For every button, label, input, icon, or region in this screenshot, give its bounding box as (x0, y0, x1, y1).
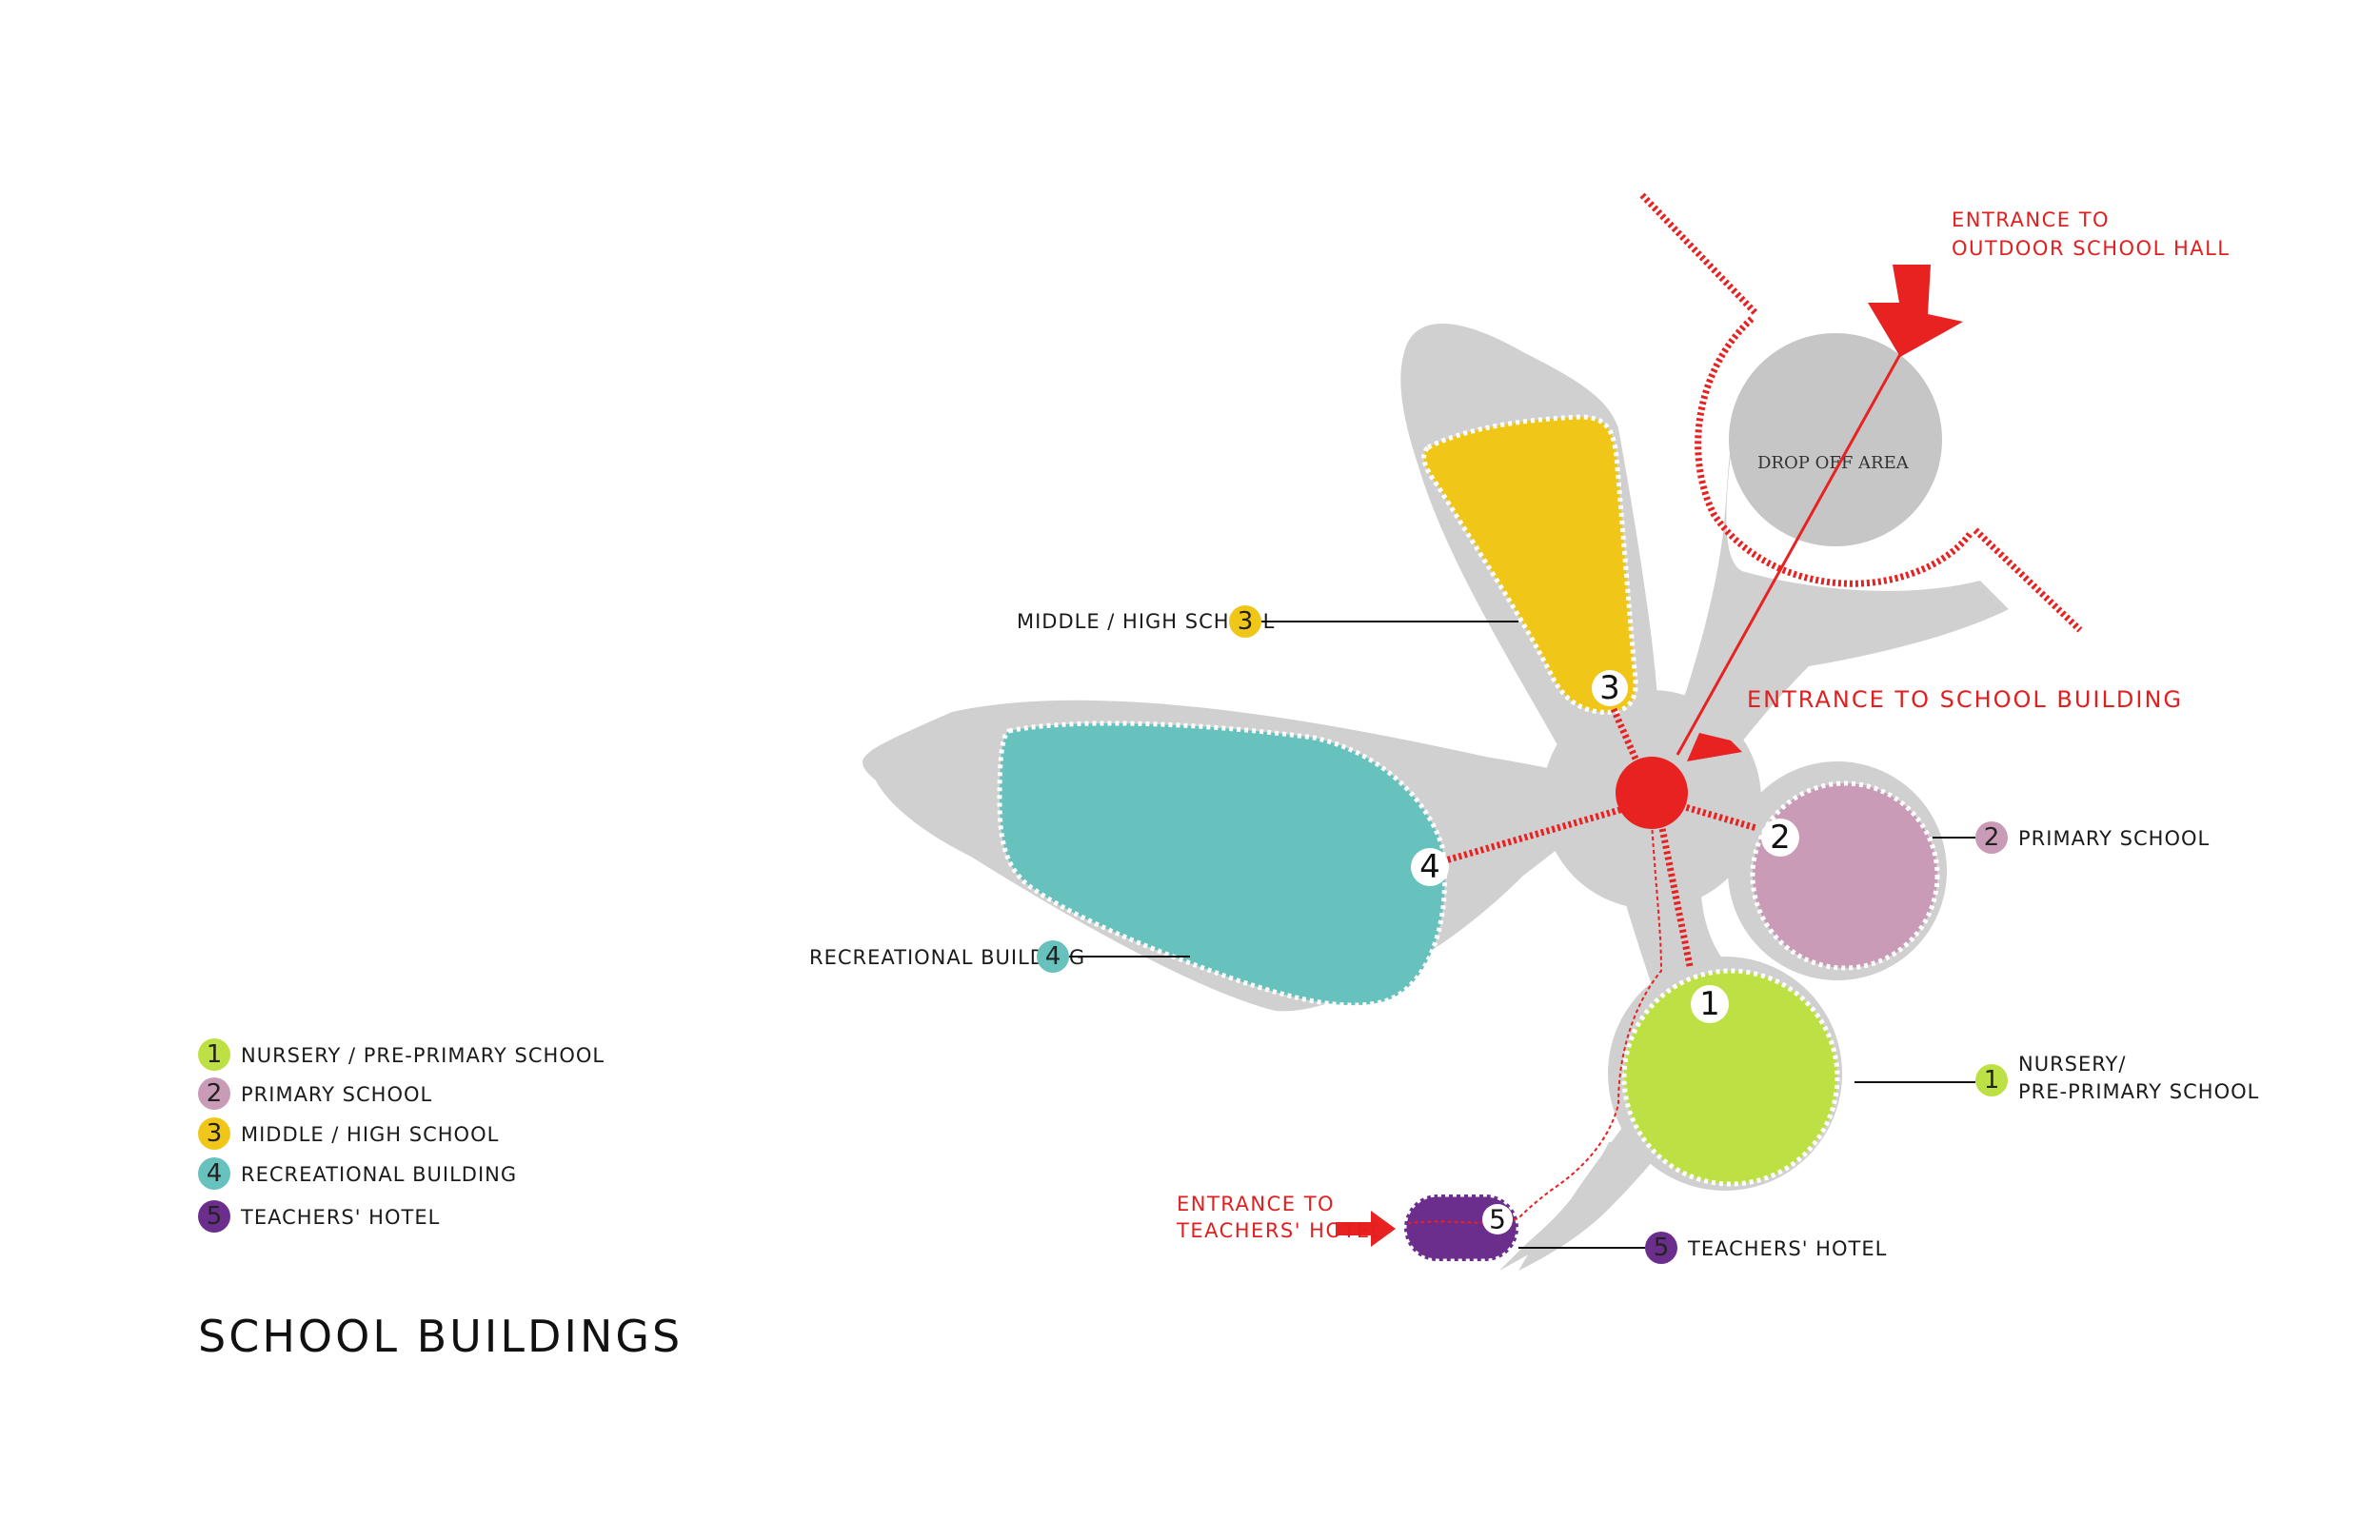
entrance-school-building-label: ENTRANCE TO SCHOOL BUILDING (1747, 686, 2183, 713)
building-number-1-text: 1 (1699, 985, 1720, 1023)
legend-item-nursery: 1 NURSERY / PRE-PRIMARY SCHOOL (198, 1038, 605, 1071)
legend: 1 NURSERY / PRE-PRIMARY SCHOOL 2 PRIMARY… (198, 1038, 605, 1233)
callout-nursery-label-2: PRE-PRIMARY SCHOOL (2018, 1080, 2259, 1103)
callout-recreational-num: 4 (1045, 942, 1061, 971)
drop-off-arc (1695, 316, 1973, 587)
building-number-3: 3 (1592, 669, 1628, 707)
primary-building (1750, 780, 1940, 971)
road-east (1973, 527, 2083, 633)
legend-item-recreational: 4 RECREATIONAL BUILDING (198, 1157, 517, 1190)
callout-nursery-num: 1 (1984, 1066, 2000, 1095)
drop-off-label: DROP OFF AREA (1757, 453, 1910, 473)
site-dropoff-wing (1656, 438, 2009, 780)
drop-off-area (1729, 333, 1942, 546)
callout-nursery: 1 NURSERY/ PRE-PRIMARY SCHOOL (1854, 1053, 2259, 1103)
outdoor-hall-arrow (1868, 265, 1963, 357)
school-building-arrow (1687, 733, 1742, 761)
callout-hotel-label: TEACHERS' HOTEL (1687, 1237, 1887, 1260)
legend-label-2: PRIMARY SCHOOL (241, 1083, 432, 1106)
entrance-main-line (1676, 346, 1906, 756)
callout-hotel: 5 TEACHERS' HOTEL (1518, 1232, 1887, 1264)
callout-middle-high: MIDDLE / HIGH SCHOOL 3 (1017, 605, 1518, 638)
callout-primary: 2 PRIMARY SCHOOL (1933, 821, 2210, 854)
building-number-3-text: 3 (1599, 669, 1620, 707)
path-to-primary (1675, 800, 1757, 832)
entrance-hotel-label-2: TEACHERS' HOTEL (1176, 1219, 1383, 1242)
building-number-2: 2 (1761, 819, 1799, 857)
building-number-4: 4 (1411, 848, 1449, 886)
legend-num-5: 5 (207, 1202, 223, 1231)
entrance-outdoor-hall-label-1: ENTRANCE TO (1952, 208, 2110, 231)
legend-item-middle-high: 3 MIDDLE / HIGH SCHOOL (198, 1117, 499, 1150)
legend-num-3: 3 (207, 1119, 223, 1148)
legend-num-4: 4 (207, 1159, 223, 1188)
road-north (1639, 192, 1759, 317)
callout-hotel-num: 5 (1654, 1234, 1670, 1262)
building-number-4-text: 4 (1419, 848, 1440, 886)
path-to-nursery (1657, 822, 1694, 967)
legend-item-hotel: 5 TEACHERS' HOTEL (198, 1200, 440, 1233)
legend-label-3: MIDDLE / HIGH SCHOOL (241, 1123, 499, 1146)
site-hotel-tail-b (1518, 1133, 1676, 1271)
callout-primary-num: 2 (1984, 823, 2000, 852)
nursery-building (1621, 968, 1840, 1187)
legend-item-primary: 2 PRIMARY SCHOOL (198, 1077, 432, 1110)
page-title: SCHOOL BUILDINGS (198, 1311, 683, 1362)
callout-nursery-label-1: NURSERY/ (2018, 1053, 2126, 1076)
hotel-arrow (1336, 1211, 1396, 1247)
entrance-hotel-label-1: ENTRANCE TO (1177, 1193, 1335, 1215)
entrance-hub (1616, 757, 1688, 829)
legend-label-1: NURSERY / PRE-PRIMARY SCHOOL (241, 1044, 605, 1067)
middle-high-building (1421, 414, 1638, 715)
legend-label-5: TEACHERS' HOTEL (240, 1206, 440, 1229)
entrance-outdoor-hall-label-2: OUTDOOR SCHOOL HALL (1952, 237, 2231, 260)
callout-middle-high-num: 3 (1238, 607, 1254, 636)
callout-recreational: RECREATIONAL BUILDING 4 (809, 940, 1190, 973)
building-number-2-text: 2 (1770, 819, 1791, 857)
building-number-1: 1 (1691, 985, 1729, 1023)
callout-primary-label: PRIMARY SCHOOL (2018, 827, 2210, 850)
building-number-5-text: 5 (1489, 1204, 1506, 1235)
legend-num-1: 1 (207, 1040, 223, 1069)
recreational-building (997, 721, 1447, 1008)
building-number-5: 5 (1482, 1204, 1513, 1235)
legend-num-2: 2 (207, 1079, 223, 1108)
legend-label-4: RECREATIONAL BUILDING (241, 1163, 517, 1186)
